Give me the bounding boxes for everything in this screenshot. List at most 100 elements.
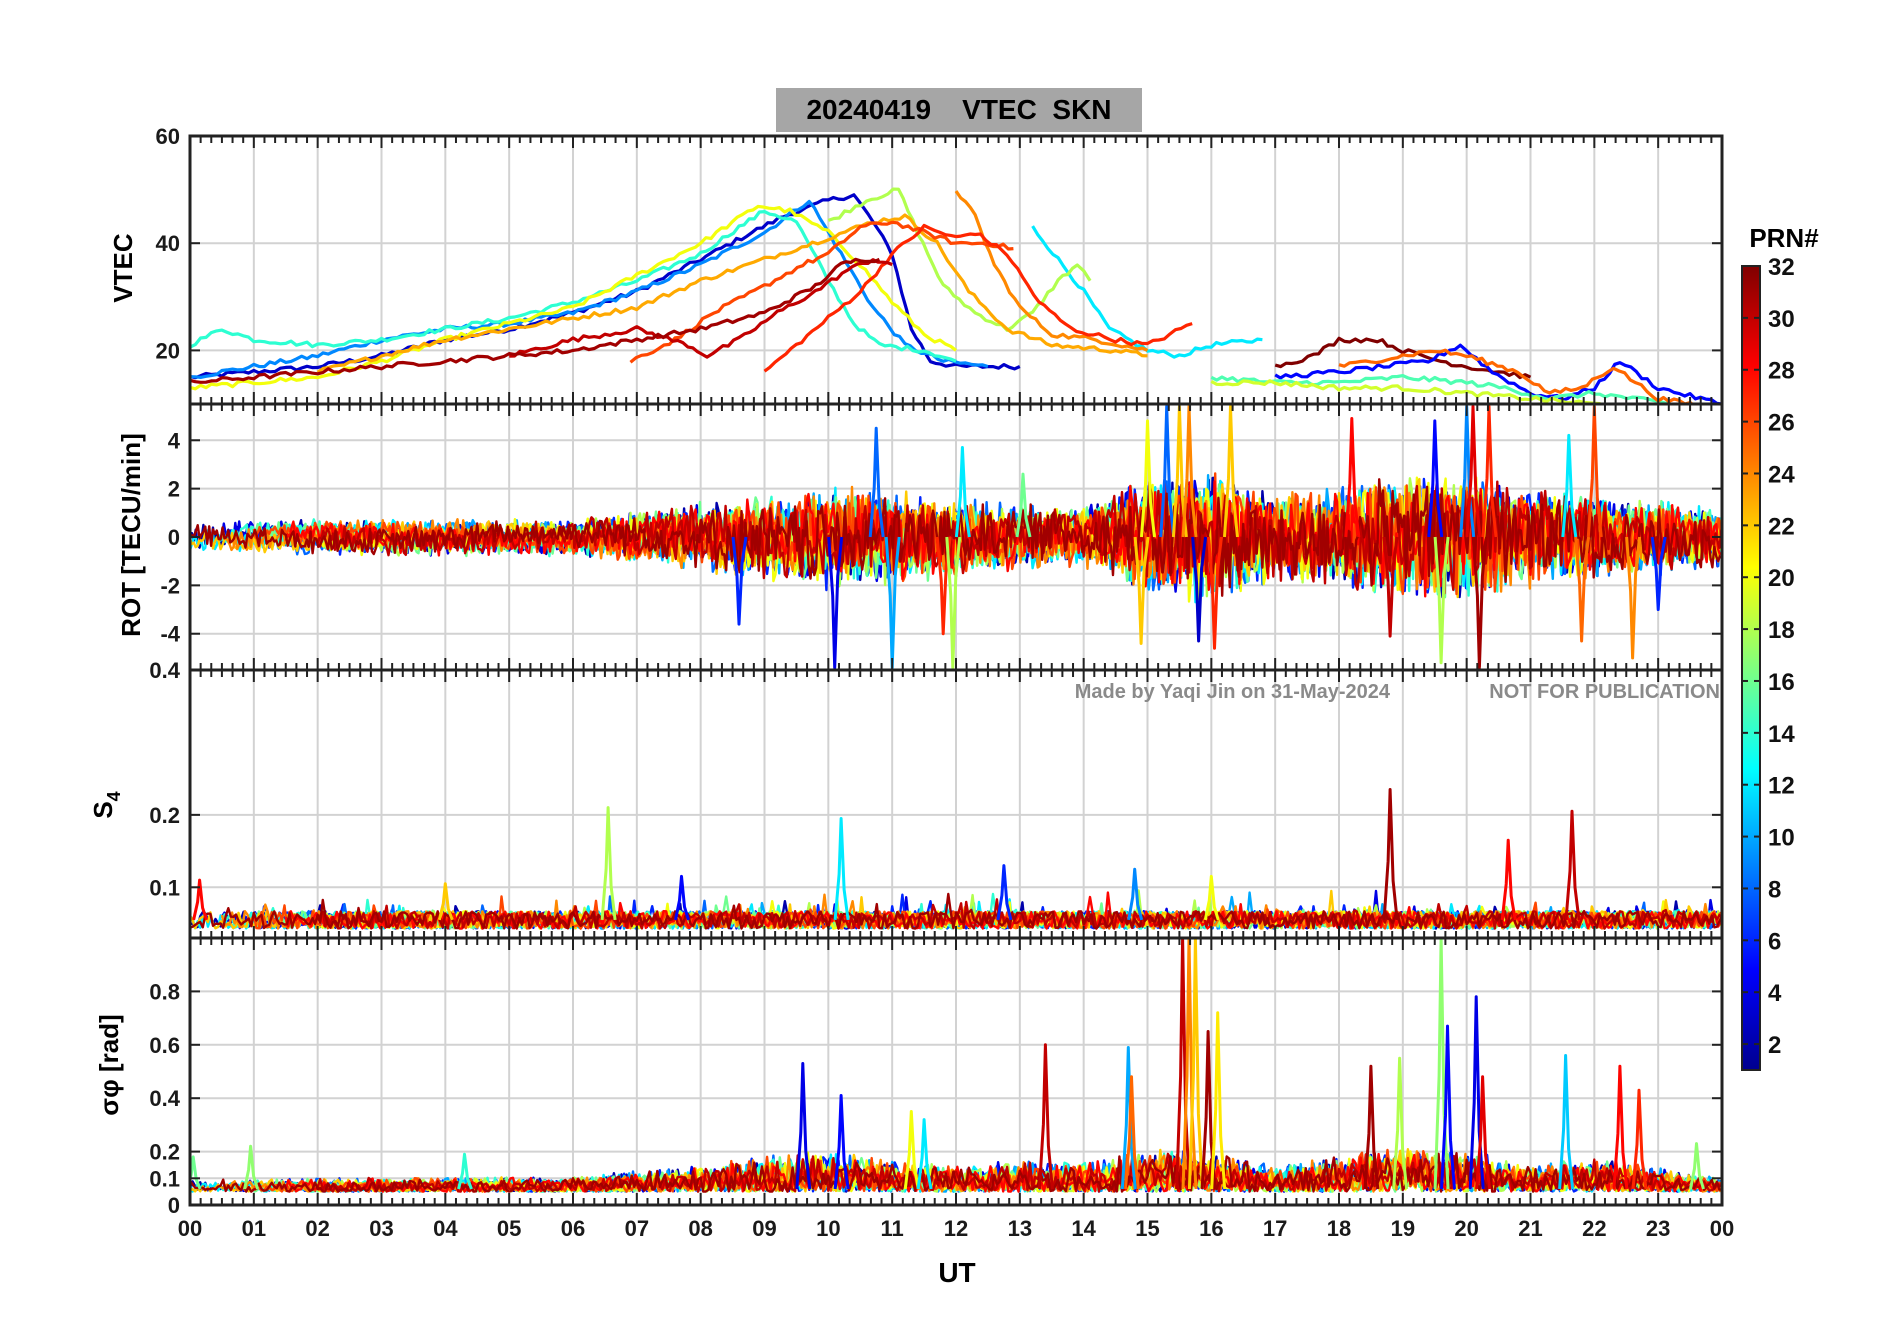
chart-title: 20240419 VTEC SKN	[806, 94, 1111, 125]
rot-spike	[1427, 419, 1444, 538]
rot-y-tick-label: 0	[168, 525, 180, 550]
s4-spike	[996, 864, 1013, 921]
x-tick-label: 21	[1518, 1216, 1542, 1241]
rot-spike	[1574, 536, 1591, 643]
sigma_phi-spike	[243, 1144, 260, 1190]
rot-spike	[945, 536, 962, 670]
sigma-phi-y-axis-label: σφ [rad]	[94, 1014, 124, 1115]
sigma_phi-y-tick-label: 0.2	[149, 1140, 180, 1165]
x-tick-label: 14	[1071, 1216, 1096, 1241]
sigma_phi-spike	[916, 1118, 933, 1190]
rot-spike	[827, 536, 844, 670]
s4-data	[190, 788, 1722, 930]
x-tick-label: 15	[1135, 1216, 1159, 1241]
colorbar-tick-label: 16	[1768, 669, 1795, 696]
x-tick-label: 03	[369, 1216, 393, 1241]
colorbar-tick-label: 20	[1768, 565, 1795, 592]
colorbar-tick-label: 4	[1768, 980, 1782, 1007]
rot-spike	[1015, 472, 1032, 538]
x-tick-label: 07	[625, 1216, 649, 1241]
colorbar-tick-label: 26	[1768, 410, 1795, 437]
s4-y-tick-label: 0.1	[149, 875, 180, 900]
sigma_phi-y-tick-label: 0.8	[149, 979, 180, 1004]
sigma_phi-spike	[457, 1152, 473, 1190]
vtec-y-tick-label: 60	[156, 124, 180, 149]
s4-spike	[674, 874, 690, 921]
sigma_phi-spike	[1187, 938, 1204, 1190]
title-spacer	[931, 94, 962, 125]
x-tick-label: 05	[497, 1216, 521, 1241]
s4-spike	[1127, 867, 1144, 921]
colorbar-tick-label: 30	[1768, 306, 1795, 333]
s4-spike	[1203, 874, 1220, 921]
watermark-author: Made by Yaqi Jin on 31-May-2024	[1075, 681, 1391, 703]
s4-label-sub: 4	[104, 791, 124, 801]
colorbar-title: PRN#	[1749, 223, 1819, 253]
sigma_phi-trace-prn-22	[190, 1147, 1722, 1193]
x-tick-label: 10	[816, 1216, 840, 1241]
s4-spike	[1500, 838, 1517, 921]
s4-y-axis-label: S4	[88, 791, 124, 818]
rot-spike	[1625, 536, 1642, 660]
sigma_phi-spike	[795, 1062, 812, 1190]
vtec-series-prn-30	[509, 258, 893, 359]
sigma_phi-spike	[1363, 1064, 1380, 1190]
vtec-series-prn-9	[190, 199, 989, 379]
rot-spike	[868, 426, 885, 538]
sigma_phi-spike	[833, 1094, 850, 1190]
x-tick-label: 18	[1327, 1216, 1351, 1241]
sigma_phi-spike	[1181, 938, 1198, 1190]
vtec-series-prn-32	[1274, 336, 1532, 380]
rot-spike	[1465, 404, 1482, 538]
title-quantity: VTEC	[962, 94, 1037, 125]
sigma_phi-spike	[190, 1155, 202, 1190]
x-axis-label: UT	[938, 1257, 975, 1288]
sigma_phi-spike	[1440, 1024, 1456, 1190]
rot-spike	[1191, 536, 1208, 643]
s4-label-s: S	[88, 801, 118, 818]
colorbar-tick-label: 22	[1768, 513, 1795, 540]
sigma_phi-y-tick-label: 0	[168, 1193, 180, 1218]
sigma_phi-frame	[188, 936, 1724, 1207]
rot-spike	[954, 446, 971, 538]
sigma_phi-spike	[903, 1110, 920, 1190]
rot-spike	[1133, 536, 1150, 645]
vtec-series-prn-3	[190, 193, 1021, 380]
rot-spike	[1207, 536, 1223, 650]
rot-spike	[1433, 536, 1450, 665]
s4-spike	[1564, 809, 1581, 921]
x-tick-label: 20	[1454, 1216, 1478, 1241]
sigma_phi-data	[190, 938, 1722, 1193]
s4-spike	[437, 882, 454, 921]
rot-y-tick-label: -4	[160, 622, 180, 647]
rot-spike	[1650, 536, 1667, 611]
rot-spike	[1140, 419, 1156, 538]
vtec-series-prn-18	[827, 187, 1092, 332]
colorbar-tick-label: 8	[1768, 876, 1781, 903]
x-tick-label: 11	[881, 1216, 904, 1241]
vtec-y-axis-label: VTEC	[108, 233, 138, 303]
vtec-y-tick-label: 40	[156, 231, 180, 256]
colorbar-tick-label: 12	[1768, 773, 1795, 800]
rot-spike	[1561, 433, 1578, 538]
s4-spike	[600, 806, 617, 921]
rot-spike	[1344, 417, 1361, 538]
title-background	[776, 88, 1142, 132]
sigma_phi-spike	[1124, 1075, 1140, 1190]
s4-trace-prn-31	[190, 892, 1722, 930]
title-spacer-2	[1037, 94, 1053, 125]
colorbar-tick-label: 28	[1768, 358, 1795, 385]
title-station: SKN	[1052, 94, 1111, 125]
sigma_phi-spike	[1475, 1075, 1492, 1190]
x-tick-label: 12	[944, 1216, 968, 1241]
sigma_phi-y-tick-label: 0.4	[149, 1086, 180, 1111]
rot-data	[190, 404, 1722, 670]
title-date: 20240419	[806, 94, 931, 125]
colorbar-tick-label: 2	[1768, 1032, 1781, 1059]
vtec-y-tick-label: 20	[156, 338, 180, 363]
vtec-series-prn-20	[190, 204, 957, 391]
x-tick-label: 17	[1263, 1216, 1287, 1241]
x-tick-label: 19	[1391, 1216, 1415, 1241]
rot-spike	[1481, 404, 1498, 538]
